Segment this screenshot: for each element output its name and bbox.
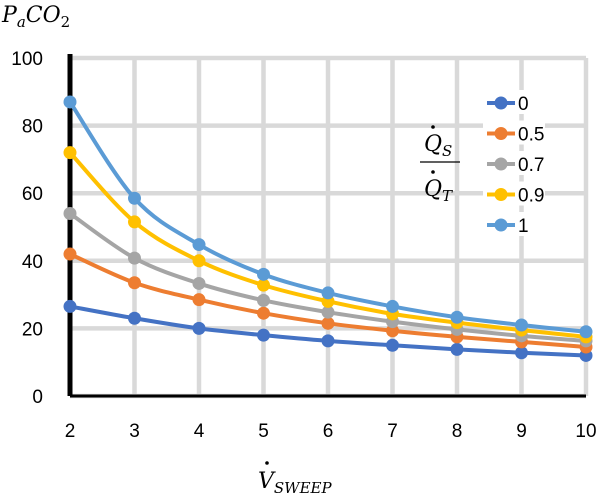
data-point: [386, 338, 399, 352]
y-tick-labels: 0 20 40 60 80 100: [11, 49, 43, 408]
legend-label: 0.9: [518, 186, 544, 207]
legend-item: 1: [483, 212, 545, 237]
data-point: [192, 293, 206, 307]
x-tick-label: 10: [575, 421, 596, 442]
legend-swatch-marker: [494, 157, 508, 171]
legend-title-denominator: QT: [424, 177, 453, 205]
data-point: [128, 251, 141, 265]
legend-swatch-marker: [494, 218, 508, 232]
y-tick-label: 100: [11, 49, 43, 70]
x-axis-label: VSWEEP: [258, 461, 332, 496]
data-point: [321, 305, 335, 319]
x-tick-label: 8: [452, 421, 463, 442]
x-tick-label: 3: [129, 421, 140, 442]
data-point: [321, 334, 335, 348]
data-point: [450, 310, 464, 324]
data-point: [257, 293, 270, 307]
legend: 0 0.5 0.7 0.9 1: [483, 90, 545, 237]
legend-item: 0.7: [483, 151, 545, 176]
legend-swatch-marker: [494, 188, 508, 201]
data-point: [579, 325, 593, 339]
x-axis-label-text: VSWEEP: [258, 469, 332, 496]
data-point: [257, 267, 270, 281]
data-point: [257, 306, 270, 320]
series-0: [63, 299, 593, 362]
y-tick-label: 40: [22, 252, 43, 273]
legend-title-num-dot: [431, 125, 435, 129]
legend-item: 0.9: [483, 181, 545, 207]
legend-title: QS QT: [420, 125, 460, 205]
x-tick-label: 4: [194, 421, 205, 442]
data-point: [515, 318, 528, 332]
series-1: [63, 95, 593, 339]
data-point: [63, 95, 77, 109]
data-point: [257, 328, 270, 342]
data-point: [192, 321, 206, 335]
data-point: [257, 278, 270, 292]
data-point: [128, 311, 141, 325]
data-point: [192, 238, 206, 252]
legend-label: 0: [518, 94, 529, 115]
y-tick-label: 80: [22, 117, 43, 138]
data-point: [321, 286, 335, 300]
legend-item: 0.5: [483, 120, 545, 146]
data-point: [63, 247, 77, 261]
legend-title-den-dot: [431, 170, 435, 174]
y-tick-label: 60: [22, 184, 43, 205]
data-point: [450, 342, 464, 356]
y-tick-label: 20: [22, 319, 43, 340]
data-point: [386, 324, 399, 338]
data-point: [63, 206, 77, 220]
data-point: [63, 146, 77, 160]
x-tick-labels: 2 3 4 5 6 7 8 9 10: [65, 421, 596, 442]
x-tick-label: 6: [323, 421, 334, 442]
series-layer: [63, 95, 593, 362]
x-tick-label: 7: [387, 421, 398, 442]
x-axis-label-dot: [265, 461, 269, 465]
x-tick-label: 2: [65, 421, 76, 442]
y-tick-label: 0: [32, 387, 43, 408]
legend-swatch-marker: [494, 127, 508, 140]
legend-item: 0: [483, 90, 545, 115]
legend-title-numerator: QS: [424, 132, 452, 160]
legend-label: 0.5: [518, 125, 544, 146]
data-point: [63, 299, 77, 313]
axes: [67, 54, 586, 398]
data-point: [321, 316, 335, 330]
legend-label: 0.7: [518, 155, 544, 176]
legend-label: 1: [518, 216, 529, 237]
legend-swatch-marker: [494, 96, 508, 110]
data-point: [128, 215, 141, 229]
data-point: [128, 276, 141, 290]
data-point: [515, 346, 528, 360]
data-point: [192, 276, 206, 290]
data-point: [128, 191, 141, 205]
data-point: [386, 299, 399, 313]
y-axis-label: PaCO2: [1, 3, 70, 31]
x-tick-label: 5: [258, 421, 269, 442]
data-point: [192, 254, 206, 268]
x-tick-label: 9: [516, 421, 527, 442]
